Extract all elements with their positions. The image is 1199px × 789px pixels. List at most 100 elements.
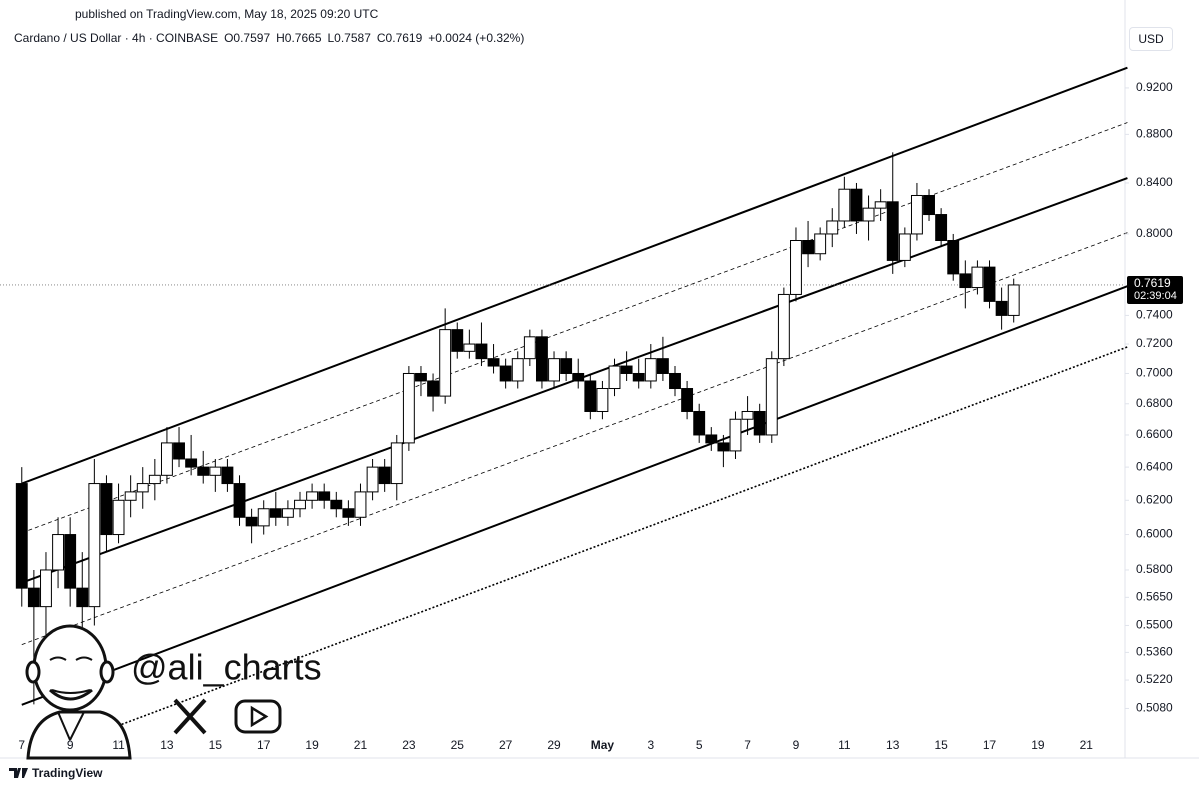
x-tick-label: 11 xyxy=(112,738,125,752)
candle-body-up xyxy=(209,466,222,476)
y-tick-label: 0.5650 xyxy=(1136,590,1173,604)
x-tick-label: 21 xyxy=(354,738,368,752)
candle-body-down xyxy=(935,214,948,242)
candle-body-up xyxy=(124,491,137,501)
candle-body-down xyxy=(560,358,573,374)
candle-body-down xyxy=(185,458,198,468)
candle-body-up xyxy=(765,358,778,436)
channel-line-solid xyxy=(21,285,1128,706)
candle-body-up xyxy=(596,388,609,412)
candle-body-down xyxy=(330,499,343,510)
candle-body-down xyxy=(269,508,282,518)
x-icon[interactable] xyxy=(173,698,207,735)
x-tick-label: 17 xyxy=(983,738,997,752)
y-tick-label: 0.5220 xyxy=(1136,672,1173,686)
candle-body-down xyxy=(64,534,77,589)
last-price-badge xyxy=(1127,275,1183,304)
candle-body-down xyxy=(221,466,234,485)
footer-brand: TradingView xyxy=(32,766,103,780)
published-note: published on TradingView.com, May 18, 20… xyxy=(75,7,379,21)
candle-body-down xyxy=(245,516,258,527)
candle-body-down xyxy=(27,587,40,608)
candle-body-up xyxy=(148,474,161,485)
candle-body-up xyxy=(402,372,415,444)
candle-body-up xyxy=(898,233,911,261)
candle-body-down xyxy=(197,466,210,476)
candle-body-up xyxy=(790,240,802,295)
candle-body-down xyxy=(693,410,706,436)
x-tick-label: 19 xyxy=(305,738,319,752)
channel-line-solid xyxy=(21,66,1128,485)
x-tick-label: 23 xyxy=(402,738,416,752)
x-tick-label: 3 xyxy=(647,738,654,752)
symbol: Cardano / US Dollar · 4h · COINBASE xyxy=(14,31,219,45)
y-tick-label: 0.8000 xyxy=(1136,226,1173,240)
candle-body-up xyxy=(608,365,621,390)
y-tick-label: 0.9200 xyxy=(1136,80,1173,94)
candle-body-down xyxy=(535,336,548,382)
y-tick-label: 0.8800 xyxy=(1136,127,1173,141)
y-tick-label: 0.8400 xyxy=(1136,175,1173,189)
candle-body-up xyxy=(862,207,875,222)
candle-body-up xyxy=(910,194,923,235)
candle-body-up xyxy=(838,188,851,222)
x-tick-label: 25 xyxy=(451,738,465,752)
channel-line-dashed xyxy=(21,232,1128,646)
x-tick-label: 7 xyxy=(18,738,25,752)
candle-body-down xyxy=(923,194,935,216)
x-tick-label: 9 xyxy=(793,738,800,752)
candle-body-up xyxy=(281,508,294,518)
y-tick-label: 0.7400 xyxy=(1136,308,1173,322)
candle-body-up xyxy=(814,233,827,255)
y-tick-label: 0.6400 xyxy=(1136,459,1173,473)
candle-body-up xyxy=(741,410,754,420)
x-tick-label: 5 xyxy=(696,738,703,752)
ohlc-high: H0.7665 xyxy=(276,31,322,45)
candle-body-up xyxy=(439,329,452,397)
y-tick-label: 0.5080 xyxy=(1136,701,1173,715)
logo-mark xyxy=(9,768,28,778)
x-tick-label: 11 xyxy=(838,738,851,752)
candle-body-down xyxy=(572,372,585,382)
candle-body-up xyxy=(971,266,984,289)
y-tick-label: 0.7200 xyxy=(1136,336,1173,350)
candle-body-down xyxy=(983,266,996,302)
ohlc-open: O0.7597 xyxy=(224,31,271,45)
candle-body-down xyxy=(947,240,960,275)
y-tick-label: 0.5500 xyxy=(1136,618,1173,632)
ohlc-close: C0.7619 xyxy=(376,31,423,45)
candle-body-up xyxy=(644,358,657,382)
candle-body-up xyxy=(40,569,52,608)
candle-body-down xyxy=(499,365,512,382)
candle-body-down xyxy=(318,491,331,501)
candle-body-down xyxy=(233,483,246,518)
last-price-label: 0.7619 xyxy=(1134,276,1171,290)
candle-body-down xyxy=(76,587,89,608)
y-tick-label: 0.5360 xyxy=(1136,645,1173,659)
currency-button[interactable]: USD xyxy=(1129,27,1173,51)
countdown-label: 02:39:04 xyxy=(1134,290,1177,302)
candle-body-up xyxy=(52,534,65,571)
y-tick-label: 0.6200 xyxy=(1136,492,1173,506)
candle-body-down xyxy=(681,388,694,412)
y-tick-label: 0.5800 xyxy=(1136,562,1173,576)
candle-body-up xyxy=(826,220,839,235)
x-tick-label: 13 xyxy=(886,738,900,752)
tradingview-logo xyxy=(9,768,28,778)
candle-body-down xyxy=(802,240,815,255)
y-tick-label: 0.6800 xyxy=(1136,396,1173,410)
candle-body-up xyxy=(548,358,560,382)
y-tick-label: 0.7000 xyxy=(1136,366,1173,380)
candle-body-up xyxy=(136,483,149,493)
candle-body-down xyxy=(15,483,28,589)
handle: @ali_charts xyxy=(131,647,322,688)
x-tick-label: 19 xyxy=(1031,738,1045,752)
x-tick-label: 15 xyxy=(209,738,223,752)
candle-body-up xyxy=(294,499,306,510)
candle-body-down xyxy=(342,508,355,518)
ohlc-low: L0.7587 xyxy=(327,31,371,45)
youtube-play xyxy=(250,705,269,728)
youtube-icon[interactable] xyxy=(234,699,282,734)
x-tick-label: 17 xyxy=(257,738,271,752)
